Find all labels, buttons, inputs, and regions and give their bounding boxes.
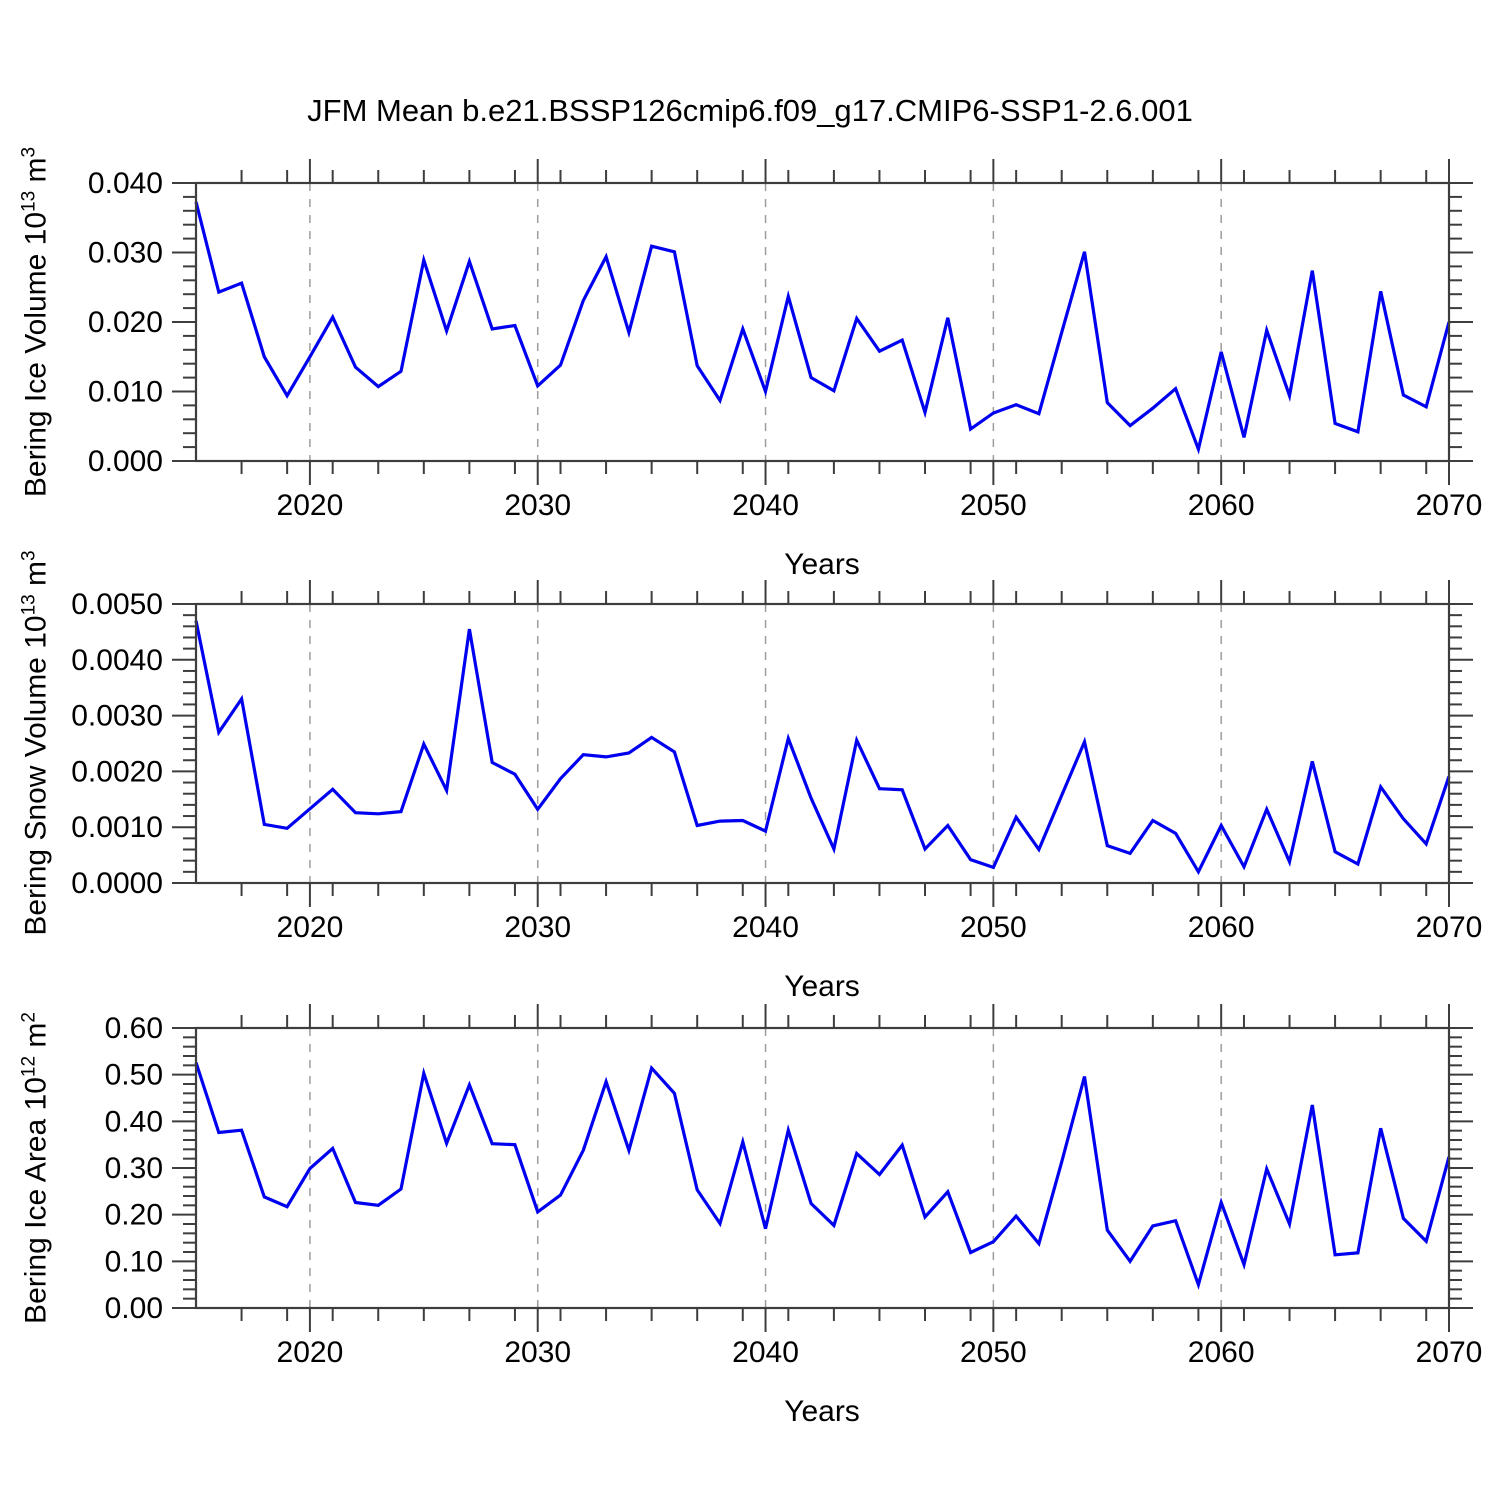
y-axis-title-text: Bering Ice Volume 10: [19, 211, 53, 498]
x-tick-label: 2040: [732, 1336, 799, 1369]
x-tick-label: 2050: [960, 911, 1027, 944]
x-tick-label: 2020: [277, 1336, 344, 1369]
plot-box-panel-2: [194, 602, 1451, 885]
y-tick-label: 0.010: [88, 376, 163, 409]
data-line-panel-2: [194, 620, 1451, 876]
x-tick-label: 2030: [504, 489, 571, 522]
x-tick-label: 2030: [504, 1336, 571, 1369]
y-tick-label: 0.60: [105, 1012, 163, 1045]
y-tick-label: 0.30: [105, 1152, 163, 1185]
exponent: 13: [18, 190, 40, 212]
y-axis-title-unit: m: [19, 1022, 53, 1048]
x-tick-label: 2060: [1188, 911, 1255, 944]
y-tick-label: 0.000: [88, 445, 163, 478]
y-axis-title-unit: m: [19, 157, 53, 183]
y-tick-label: 0.0000: [71, 867, 163, 900]
y-tick-label: 0.00: [105, 1292, 163, 1325]
figure-title: JFM Mean b.e21.BSSP126cmip6.f09_g17.CMIP…: [307, 93, 1193, 128]
x-tick-label: 2060: [1188, 1336, 1255, 1369]
y-tick-label: 0.040: [88, 167, 163, 200]
exponent: 2: [18, 1012, 40, 1023]
y-axis-title-text: Bering Ice Area 10: [19, 1077, 53, 1324]
exponent: 12: [18, 1055, 40, 1078]
y-axis-title-ice-volume: Bering Ice Volume 1013 m3: [19, 147, 54, 497]
x-tick-label: 2040: [732, 489, 799, 522]
plot-box-panel-3: [194, 1026, 1451, 1310]
y-tick-label: 0.0030: [71, 700, 163, 733]
y-tick-label: 0.0050: [71, 588, 163, 621]
x-tick-label: 2020: [277, 911, 344, 944]
y-axis-title-unit: m: [19, 560, 53, 586]
x-tick-label: 2070: [1416, 489, 1483, 522]
y-tick-label: 0.40: [105, 1105, 163, 1138]
y-tick-label: 0.50: [105, 1059, 163, 1092]
y-tick-label: 0.0010: [71, 811, 163, 844]
x-axis-title-years-1: Years: [784, 548, 860, 581]
x-tick-label: 2040: [732, 911, 799, 944]
x-tick-label: 2050: [960, 1336, 1027, 1369]
y-tick-label: 0.020: [88, 306, 163, 339]
y-tick-label: 0.0020: [71, 755, 163, 788]
exponent: 3: [18, 146, 40, 158]
x-axis-title-years-3: Years: [784, 1395, 860, 1428]
x-tick-label: 2060: [1188, 489, 1255, 522]
y-tick-label: 0.0040: [71, 644, 163, 677]
y-axis-title-text: Bering Snow Volume 10: [19, 615, 53, 936]
y-tick-label: 0.10: [105, 1245, 163, 1278]
y-tick-label: 0.030: [88, 237, 163, 270]
x-tick-label: 2020: [277, 489, 344, 522]
y-axis-title-snow-volume: Bering Snow Volume 1013 m3: [19, 550, 54, 935]
data-line-panel-3: [194, 1062, 1451, 1291]
exponent: 13: [18, 594, 40, 616]
plot-box-panel-1: [194, 181, 1451, 463]
data-line-panel-1: [194, 201, 1451, 455]
y-axis-title-ice-area: Bering Ice Area 1012 m2: [19, 1012, 54, 1324]
y-tick-label: 0.20: [105, 1199, 163, 1232]
x-tick-label: 2050: [960, 489, 1027, 522]
x-axis-title-years-2: Years: [784, 970, 860, 1003]
x-tick-label: 2030: [504, 911, 571, 944]
x-tick-label: 2070: [1416, 911, 1483, 944]
x-tick-label: 2070: [1416, 1336, 1483, 1369]
exponent: 3: [18, 550, 40, 561]
